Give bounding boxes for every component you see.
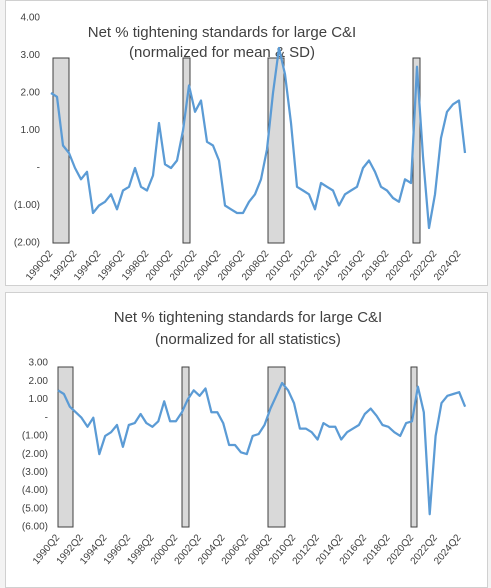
data-line bbox=[50, 46, 467, 230]
chart-subtitle: (normalized for mean & SD) bbox=[129, 44, 315, 61]
chart-title: Net % tightening standards for large C&I bbox=[114, 309, 382, 326]
y-tick-label: (1.00) bbox=[22, 431, 48, 442]
chart-panel bbox=[5, 0, 488, 286]
y-tick-label: - bbox=[37, 163, 40, 174]
y-tick-label: (6.00) bbox=[22, 522, 48, 533]
y-tick-label: 3.00 bbox=[29, 358, 49, 369]
recession-band bbox=[182, 57, 191, 244]
recession-band bbox=[267, 366, 286, 528]
y-tick-label: 1.00 bbox=[21, 125, 41, 136]
y-tick-label: (3.00) bbox=[22, 467, 48, 478]
y-tick-label: 3.00 bbox=[21, 50, 41, 61]
chart-title: Net % tightening standards for large C&I bbox=[88, 24, 356, 41]
y-tick-label: (4.00) bbox=[22, 485, 48, 496]
chart-panel bbox=[5, 292, 488, 588]
data-line bbox=[57, 381, 467, 516]
y-tick-label: (1.00) bbox=[14, 200, 40, 211]
y-tick-label: (5.00) bbox=[22, 503, 48, 514]
y-tick-label: 4.00 bbox=[21, 13, 41, 24]
recession-band bbox=[267, 57, 285, 244]
y-tick-label: 2.00 bbox=[21, 88, 41, 99]
recession-band bbox=[410, 366, 418, 528]
y-tick-label: 1.00 bbox=[29, 394, 49, 405]
y-tick-label: 2.00 bbox=[29, 376, 49, 387]
recession-band bbox=[181, 366, 190, 528]
chart-subtitle: (normalized for all statistics) bbox=[155, 331, 341, 348]
y-tick-label: (2.00) bbox=[22, 449, 48, 460]
y-tick-label: (2.00) bbox=[14, 238, 40, 249]
y-tick-label: - bbox=[45, 412, 48, 423]
